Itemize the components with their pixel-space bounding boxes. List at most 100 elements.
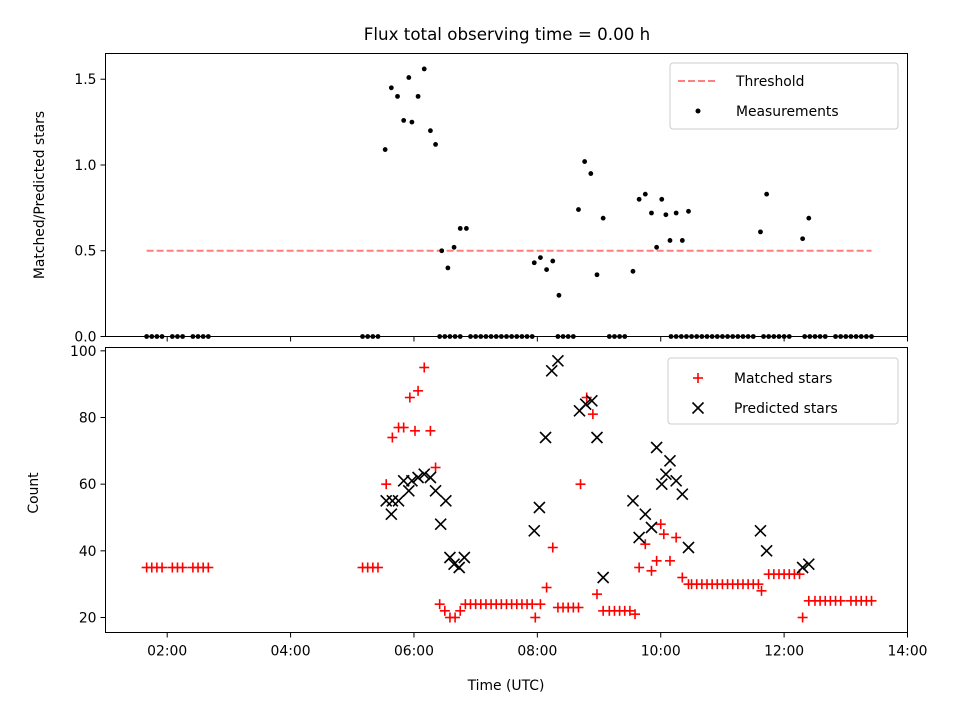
matched-star-point bbox=[655, 519, 666, 530]
matched-star-point bbox=[671, 532, 682, 543]
measurement-point bbox=[544, 267, 549, 273]
measurement-point bbox=[642, 191, 648, 197]
matched-star-point bbox=[630, 609, 641, 620]
predicted-star-point bbox=[539, 431, 552, 444]
bottom-legend-box bbox=[667, 357, 899, 425]
measurement-point bbox=[622, 334, 628, 339]
measurement-point bbox=[555, 334, 561, 339]
measurement-point bbox=[451, 244, 457, 250]
measurement-point bbox=[382, 147, 388, 152]
measurement-point bbox=[612, 334, 617, 339]
predicted-star-point bbox=[418, 468, 431, 481]
matched-star-point bbox=[157, 562, 168, 573]
matched-star-point bbox=[573, 602, 584, 613]
measurement-point bbox=[606, 334, 612, 339]
measurement-point bbox=[550, 258, 556, 264]
bottom-ytick-label: 100 bbox=[70, 344, 97, 360]
measurement-point bbox=[195, 334, 201, 339]
top-legend: Threshold Measurements bbox=[669, 62, 899, 130]
measurement-point bbox=[740, 334, 746, 339]
measurement-point bbox=[439, 248, 445, 254]
measurement-point bbox=[725, 334, 730, 339]
measurement-point bbox=[812, 334, 818, 339]
measurement-point bbox=[457, 334, 463, 339]
predicted-star-point bbox=[655, 478, 668, 491]
matched-star-point bbox=[587, 409, 598, 420]
predicted-star-point bbox=[392, 494, 405, 507]
measurement-point bbox=[560, 334, 566, 339]
predicted-star-point bbox=[760, 544, 773, 557]
measurement-point bbox=[838, 334, 844, 339]
measurement-point bbox=[556, 292, 562, 298]
predicted-star-point bbox=[585, 394, 598, 407]
measurement-point bbox=[704, 334, 710, 339]
measurement-point bbox=[464, 226, 469, 231]
predicted-star-point bbox=[545, 364, 558, 377]
measurement-point bbox=[764, 191, 770, 197]
measurement-point bbox=[659, 196, 665, 202]
matched-star-point bbox=[651, 555, 662, 566]
measurement-point bbox=[863, 334, 869, 339]
measurement-point bbox=[154, 334, 160, 339]
measurement-point bbox=[433, 142, 438, 147]
measurement-point bbox=[457, 226, 463, 231]
top-panel: 0.0 0.5 1.0 1.5 Matched/Predicted stars Thr… bbox=[32, 53, 908, 346]
measurement-point bbox=[149, 334, 155, 339]
measurement-point bbox=[360, 334, 365, 339]
measurement-point bbox=[447, 334, 453, 339]
measurement-point bbox=[509, 334, 515, 339]
bottom-series bbox=[141, 354, 877, 623]
measurement-point bbox=[833, 334, 838, 339]
bottom-xtick-label: 10:00 bbox=[641, 644, 681, 660]
bottom-x-axis: 02:00 04:00 06:00 08:00 10:00 12:00 14:00 bbox=[147, 632, 928, 660]
measurement-point bbox=[673, 210, 679, 216]
predicted-star-point bbox=[533, 501, 546, 514]
predicted-star-point bbox=[663, 454, 677, 467]
measurement-point bbox=[388, 85, 394, 91]
measurement-point bbox=[175, 334, 180, 339]
predicted-star-point bbox=[676, 488, 689, 501]
legend-threshold-label: Threshold bbox=[735, 74, 804, 90]
measurement-point bbox=[776, 334, 782, 339]
measurement-point bbox=[781, 334, 787, 339]
predicted-star-point bbox=[670, 474, 683, 487]
bottom-xtick-label: 04:00 bbox=[271, 644, 311, 660]
matched-star-point bbox=[419, 362, 430, 373]
bottom-ylabel: Count bbox=[26, 472, 42, 514]
measurement-point bbox=[869, 334, 874, 339]
measurement-point bbox=[437, 334, 443, 339]
predicted-star-point bbox=[639, 508, 652, 521]
measurement-point bbox=[679, 238, 685, 243]
top-y-axis: 0.0 0.5 1.0 1.5 bbox=[74, 72, 106, 346]
measurement-point bbox=[800, 236, 806, 242]
measurement-point bbox=[483, 334, 489, 339]
measurement-point bbox=[822, 334, 828, 339]
matched-star-point bbox=[381, 479, 392, 490]
measurement-point bbox=[468, 334, 473, 339]
predicted-star-point bbox=[650, 441, 663, 454]
measurement-point bbox=[421, 66, 427, 72]
measurement-point bbox=[498, 334, 504, 339]
top-series bbox=[144, 66, 874, 339]
predicted-star-point bbox=[626, 494, 640, 507]
measurement-point bbox=[684, 334, 689, 339]
measurement-point bbox=[600, 215, 606, 221]
measurement-point bbox=[750, 334, 756, 339]
measurement-point bbox=[395, 93, 400, 99]
measurement-point bbox=[370, 334, 376, 339]
matched-star-point bbox=[177, 562, 188, 573]
bottom-ytick-label: 80 bbox=[79, 411, 97, 427]
matched-star-point bbox=[756, 585, 767, 596]
bottom-legend: Matched stars Predicted stars bbox=[667, 357, 899, 425]
measurement-point bbox=[761, 334, 766, 339]
top-ytick-label: 1.5 bbox=[74, 72, 96, 88]
measurement-point bbox=[663, 212, 669, 218]
measurement-point bbox=[686, 208, 691, 214]
measurement-point bbox=[807, 334, 813, 339]
legend-predicted-label: Predicted stars bbox=[734, 401, 838, 417]
predicted-star-point bbox=[597, 571, 610, 584]
predicted-star-point bbox=[796, 561, 809, 574]
predicted-star-point bbox=[429, 484, 442, 497]
bottom-xtick-label: 06:00 bbox=[394, 644, 434, 660]
